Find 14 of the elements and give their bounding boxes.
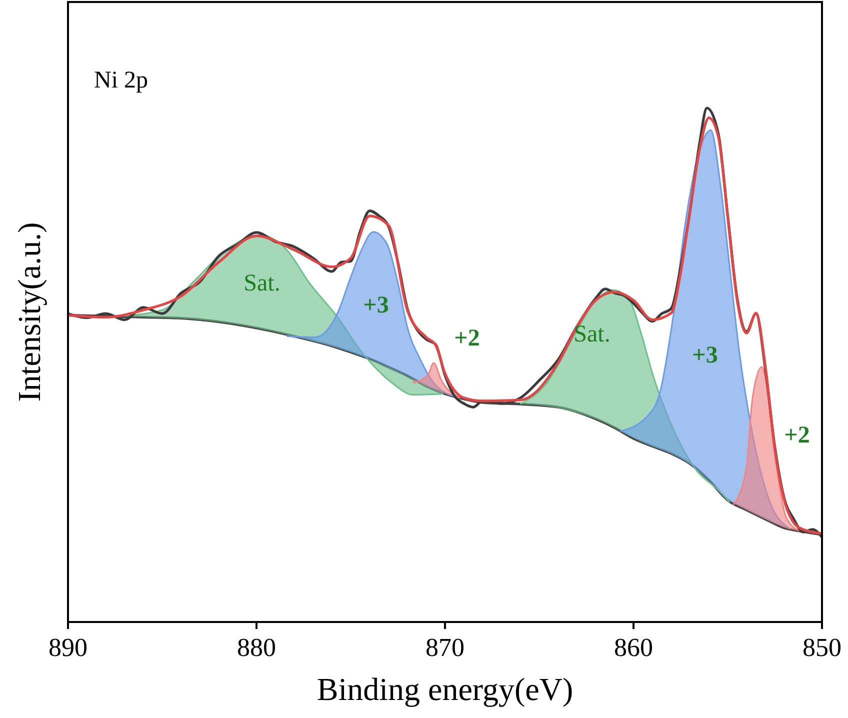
x-tick-label: 850 (802, 633, 842, 662)
x-tick-label: 860 (614, 633, 653, 662)
annotation: Sat. (574, 322, 610, 348)
y-axis-title: Intensity(a.u.) (11, 222, 47, 402)
x-axis-title: Binding energy(eV) (316, 671, 574, 707)
x-tick-label: 870 (426, 633, 464, 662)
x-tick-label: 890 (48, 633, 88, 662)
annotation: +2 (784, 422, 810, 449)
x-tick-label: 880 (237, 633, 276, 662)
text: Ni 2p (94, 68, 148, 94)
annotation: +2 (454, 326, 480, 352)
annotation: +3 (363, 292, 389, 319)
annotation: +3 (692, 342, 718, 369)
annotation: Sat. (244, 270, 280, 297)
